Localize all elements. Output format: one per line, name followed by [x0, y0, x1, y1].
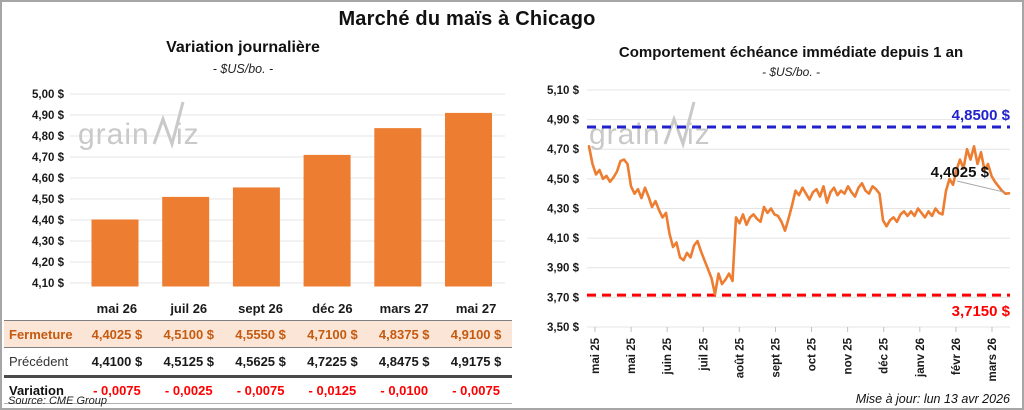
- last-value-label: 4,4025 $: [931, 164, 990, 181]
- bar-y-tick-label: 5,00 $: [32, 89, 65, 101]
- bar-y-tick-label: 4,70 $: [32, 152, 65, 164]
- bar-chart-title: Variation journalière: [166, 39, 320, 56]
- table-value-cell: 4,4100 $: [91, 354, 143, 369]
- line-y-tick-label: 4,10 $: [547, 233, 580, 245]
- line-chart-title: Comportement échéance immédiate depuis 1…: [618, 44, 964, 61]
- x-tick-label: mai 25: [626, 337, 638, 373]
- high-reference-label: 4,8500 $: [952, 107, 1011, 124]
- last-value-leader-line: [956, 180, 1006, 193]
- table-value-cell: - 0,0075: [81, 375, 153, 404]
- x-tick-label: oct 25: [807, 337, 819, 371]
- svg-text:grain: grain: [589, 118, 661, 151]
- watermark-logo-mark: [152, 101, 185, 150]
- month-header-cell: déc 26: [312, 300, 353, 316]
- table-value-cell: 4,7225 $: [307, 354, 358, 369]
- table-value-cell: - 0,0125: [296, 375, 369, 404]
- table-value-cell: 4,4025 $: [81, 320, 153, 348]
- line-y-tick-label: 4,30 $: [547, 203, 580, 215]
- bar-mai-27: [445, 112, 492, 287]
- table-value-cell: 4,7100 $: [296, 320, 369, 348]
- table-value-cell: - 0,0075: [440, 375, 512, 404]
- bar-mars-27: [374, 128, 422, 287]
- table-value-cell: - 0,0100: [368, 375, 441, 404]
- x-tick-label: mai 25: [590, 337, 602, 373]
- update-note: Mise à jour: lun 13 avr 2026: [855, 392, 1010, 406]
- table-row-precedent: Précédent 4,4100 $ 4,5125 $ 4,5625 $ 4,7225 …: [4, 348, 512, 377]
- x-tick-label: févr 26: [951, 338, 963, 375]
- line-y-tick-label: 4,50 $: [547, 174, 580, 186]
- bar-chart-subtitle: - $US/bo. -: [212, 62, 274, 76]
- futures-table-body: Fermeture 4,4025 $4,5100 $4,5550 $4,7100 …: [4, 320, 512, 404]
- bar-y-tick-label: 4,60 $: [32, 173, 65, 185]
- table-corner-cell: [4, 296, 81, 321]
- bar-y-tick-label: 4,80 $: [32, 131, 65, 143]
- futures-table: mai 26 juil 26 sept 26 déc 26 mars 27 mai 27 …: [4, 296, 512, 404]
- bar-sept-26: [232, 187, 280, 287]
- bar-y-tick-label: 4,30 $: [32, 236, 65, 248]
- bar-y-tick-label: 4,10 $: [32, 278, 65, 290]
- month-header-cell: mai 27: [455, 300, 497, 316]
- futures-table-header: mai 26 juil 26 sept 26 déc 26 mars 27 mai 27: [4, 296, 512, 321]
- x-tick-label: mars 26: [987, 338, 999, 381]
- x-tick-label: juil 25: [698, 337, 710, 371]
- x-tick-label: déc 25: [879, 337, 891, 373]
- table-value-cell: 4,5125 $: [163, 354, 215, 369]
- price-series-line: [587, 145, 1011, 296]
- bar-juil-26: [162, 196, 210, 287]
- line-y-tick-label: 3,50 $: [547, 322, 580, 334]
- table-value-cell: 4,5625 $: [235, 354, 286, 369]
- table-value-cell: 4,9100 $: [440, 320, 512, 348]
- table-value-cell: 4,8475 $: [378, 354, 430, 369]
- line-y-tick-label: 4,70 $: [547, 144, 580, 156]
- svg-text:grain: grain: [78, 118, 150, 151]
- front-month-line-chart: 5,10 $ 4,90 $ 4,70 $ 4,50 $ 4,30 $ 4,10 $ 3,90…: [547, 85, 1011, 381]
- row-label: Précédent: [9, 354, 69, 369]
- line-y-tick-label: 3,70 $: [547, 292, 580, 304]
- daily-variation-bar-chart: 5,00 $ 4,90 $ 4,80 $ 4,70 $ 4,60 $ 4,50 $ 4,40…: [32, 89, 505, 290]
- source-note: Source: CME Group: [8, 395, 108, 407]
- watermark-logo-mark: [663, 101, 696, 150]
- month-header-cell: sept 26: [238, 300, 283, 316]
- low-reference-label: 3,7150 $: [952, 303, 1011, 320]
- x-tick-label: janv 26: [915, 338, 927, 378]
- line-y-tick-label: 5,10 $: [547, 85, 580, 97]
- table-value-cell: - 0,0025: [152, 375, 225, 404]
- x-tick-label: juin 25: [662, 337, 674, 375]
- table-value-cell: 4,8375 $: [368, 320, 441, 348]
- x-tick-label: août 25: [734, 337, 746, 378]
- x-tick-label: nov 25: [843, 337, 855, 374]
- grainwiz-watermark: grain iz: [78, 101, 200, 151]
- bar-y-tick-label: 4,90 $: [32, 110, 65, 122]
- month-header-cell: mars 27: [379, 300, 429, 316]
- row-label: Fermeture: [4, 320, 81, 348]
- bar-y-tick-label: 4,40 $: [32, 215, 65, 227]
- table-row-variation: Variation - 0,0075- 0,0025- 0,0075- 0,012…: [4, 375, 512, 404]
- table-value-cell: 4,5100 $: [152, 320, 225, 348]
- table-value-cell: - 0,0075: [224, 375, 297, 404]
- line-y-tick-label: 3,90 $: [547, 263, 580, 275]
- bar-y-tick-label: 4,50 $: [32, 194, 65, 206]
- table-row-fermeture: Fermeture 4,4025 $4,5100 $4,5550 $4,7100 …: [4, 320, 512, 348]
- month-header-row: mai 26 juil 26 sept 26 déc 26 mars 27 mai 27: [4, 296, 512, 321]
- line-y-tick-label: 4,90 $: [547, 115, 580, 127]
- table-value-cell: 4,9175 $: [450, 354, 502, 369]
- line-chart-subtitle: - $US/bo. -: [761, 65, 821, 79]
- row-label: Variation: [4, 375, 81, 404]
- table-value-cell: 4,5550 $: [224, 320, 297, 348]
- svg-text:iz: iz: [176, 118, 200, 151]
- svg-text:iz: iz: [687, 118, 711, 151]
- page-title: Marché du maïs à Chicago: [338, 8, 596, 30]
- x-tick-label: sept 25: [770, 337, 782, 377]
- month-header-cell: juil 26: [170, 300, 208, 316]
- bar-mai-26: [91, 219, 139, 287]
- bar-déc-26: [303, 154, 351, 287]
- month-header-cell: mai 26: [96, 300, 138, 316]
- bar-y-tick-label: 4,20 $: [32, 257, 65, 269]
